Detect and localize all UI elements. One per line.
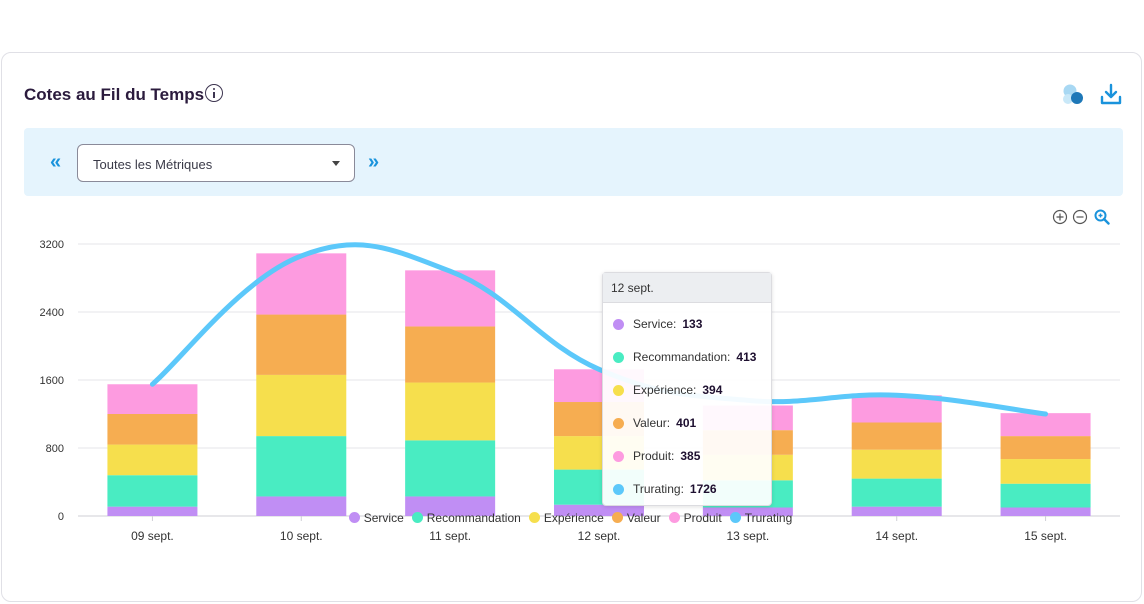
legend-label: Trurating [744, 511, 793, 525]
tooltip-series-label: Produit: [633, 449, 675, 463]
legend-color-dot [668, 512, 680, 523]
legend-label: Valeur [626, 511, 661, 525]
tooltip-series-value: 385 [680, 449, 701, 463]
legend-item[interactable]: Expérience [528, 511, 604, 525]
bar-segment[interactable] [1000, 483, 1091, 508]
tooltip-series-value: 401 [676, 416, 697, 430]
tooltip-row: Produit: 385 [613, 449, 700, 463]
bar-segment[interactable] [107, 384, 198, 414]
tooltip-series-label: Trurating: [633, 482, 684, 496]
tooltip-color-dot [613, 385, 624, 396]
tooltip-color-dot [613, 418, 624, 429]
zoom-reset-icon[interactable] [1094, 209, 1110, 225]
bar-segment[interactable] [256, 253, 347, 315]
bar-segment[interactable] [256, 436, 347, 497]
x-tick-label: 12 sept. [578, 529, 621, 543]
x-tick-label: 15 sept. [1024, 529, 1067, 543]
y-tick-label: 3200 [40, 239, 64, 251]
previous-button[interactable]: « [50, 151, 62, 173]
bar-segment[interactable] [107, 414, 198, 445]
y-tick-label: 2400 [40, 307, 64, 319]
y-tick-label: 800 [46, 443, 64, 455]
bar-segment[interactable] [256, 374, 347, 437]
tooltip-series-value: 413 [736, 350, 757, 364]
legend-color-dot [729, 512, 741, 523]
legend-color-dot [528, 512, 540, 523]
bar-segment[interactable] [107, 444, 198, 476]
legend-label: Produit [683, 511, 722, 525]
bar-segment[interactable] [554, 504, 644, 516]
tooltip-row: Service: 133 [613, 317, 702, 331]
bar-segment[interactable] [107, 506, 198, 516]
zoom-in-icon[interactable] [1052, 209, 1068, 225]
bar-segment[interactable] [851, 449, 942, 479]
tooltip-date: 12 sept. [603, 273, 771, 303]
tooltip-row: Valeur: 401 [613, 416, 696, 430]
bar-segment[interactable] [405, 270, 496, 327]
tooltip-row: Recommandation: 413 [613, 350, 756, 364]
tooltip-series-label: Expérience: [633, 383, 697, 397]
legend-item[interactable]: Recommandation [411, 511, 521, 525]
metric-select-value: Toutes les Métriques [93, 157, 213, 172]
x-tick-label: 11 sept. [429, 529, 471, 543]
download-icon[interactable] [1100, 82, 1122, 106]
legend-item[interactable]: Trurating [729, 511, 793, 525]
x-tick-label: 09 sept. [131, 529, 174, 543]
bar-segment[interactable] [851, 506, 942, 516]
bar-segment[interactable] [851, 422, 942, 450]
info-icon[interactable] [205, 84, 223, 102]
bar-segment[interactable] [1000, 436, 1091, 460]
bar-segment[interactable] [256, 496, 347, 516]
tooltip-row: Trurating: 1726 [613, 482, 717, 496]
bar-segment[interactable] [405, 326, 496, 383]
tooltip-color-dot [613, 352, 624, 363]
legend-item[interactable]: Valeur [611, 511, 661, 525]
bar-segment[interactable] [1000, 459, 1091, 484]
tooltip-color-dot [613, 451, 624, 462]
bar-segment[interactable] [107, 475, 198, 507]
y-tick-label: 1600 [40, 375, 64, 387]
bar-segment[interactable] [702, 507, 793, 517]
trurating-line[interactable] [149, 242, 1049, 417]
legend: Service Recommandation Expérience Valeur Pro… [0, 511, 1141, 525]
next-button[interactable]: » [368, 151, 380, 173]
tooltip-color-dot [613, 484, 624, 495]
bubble-chart-icon[interactable] [1060, 83, 1086, 107]
legend-color-dot [348, 512, 360, 523]
legend-color-dot [411, 512, 423, 523]
tooltip: 12 sept. Service: 133 Recommandation: 413 Ex… [602, 272, 772, 506]
tooltip-series-value: 394 [702, 383, 723, 397]
card-title: Cotes au Fil du Temps [24, 85, 205, 104]
legend-label: Expérience [543, 511, 604, 525]
x-tick-label: 13 sept. [727, 529, 770, 543]
bar-segment[interactable] [256, 314, 347, 375]
x-tick-label: 14 sept. [875, 529, 918, 543]
tooltip-row: Expérience: 394 [613, 383, 722, 397]
bar-segment[interactable] [405, 440, 496, 497]
y-tick-label: 0 [58, 511, 64, 523]
tooltip-series-value: 133 [682, 317, 703, 331]
tooltip-series-value: 1726 [689, 482, 717, 496]
tooltip-color-dot [613, 319, 624, 330]
legend-color-dot [611, 512, 623, 523]
bar-segment[interactable] [405, 382, 496, 441]
tooltip-series-label: Valeur: [633, 416, 671, 430]
bar-segment[interactable] [851, 478, 942, 507]
filter-bar: « Toutes les Métriques » [24, 128, 1123, 196]
tooltip-series-label: Recommandation: [633, 350, 731, 364]
bar-segment[interactable] [405, 496, 496, 516]
chevron-down-icon [332, 161, 340, 166]
legend-item[interactable]: Service [348, 511, 404, 525]
tooltip-series-label: Service: [633, 317, 677, 331]
zoom-out-icon[interactable] [1072, 209, 1088, 225]
x-tick-label: 10 sept. [280, 529, 323, 543]
bar-segment[interactable] [1000, 413, 1091, 437]
legend-item[interactable]: Produit [668, 511, 722, 525]
metric-select[interactable]: Toutes les Métriques [77, 144, 355, 182]
legend-label: Recommandation [426, 511, 521, 525]
bar-segment[interactable] [1000, 507, 1091, 517]
legend-label: Service [363, 511, 404, 525]
